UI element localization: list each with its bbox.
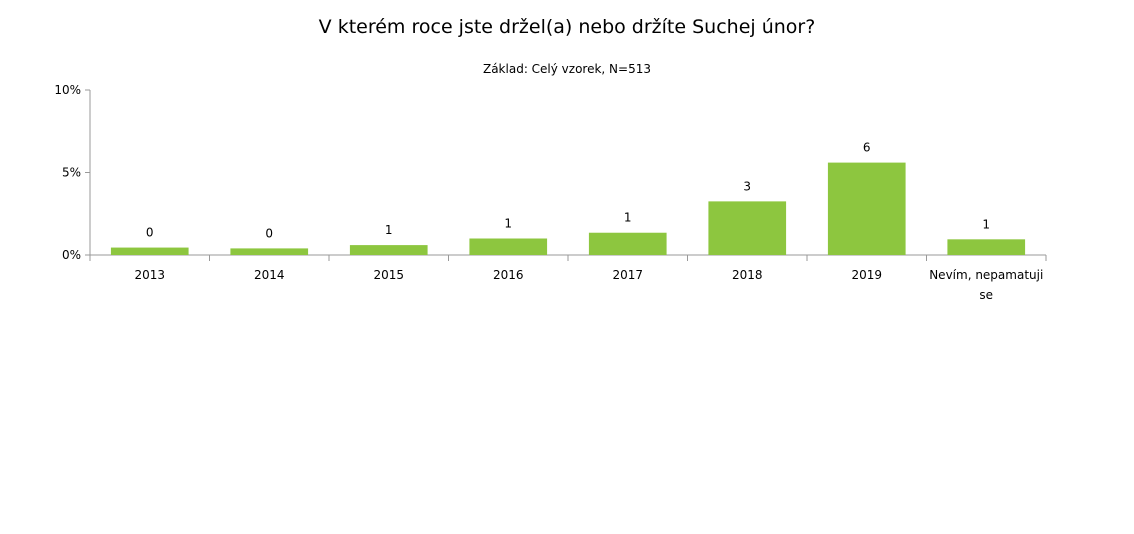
labels-group: 0% 5% 10% 0 2013 0 2014 1 2015 1 2016 1 2017 3 2018 6 20… [54,83,1043,302]
data-label: 0 [265,226,273,240]
data-label: 1 [624,211,632,225]
data-label: 0 [146,226,154,240]
x-category-label: 2019 [851,268,882,282]
bar [469,238,548,255]
chart-title: V kterém roce jste držel(a) nebo držíte … [318,16,816,38]
x-category-label: 2018 [732,268,763,282]
x-category-label: 2015 [373,268,404,282]
data-label: 3 [743,179,751,193]
bar [947,239,1026,255]
x-category-label: 2014 [254,268,285,282]
x-category-label: se [979,288,993,302]
x-category-label: 2016 [493,268,524,282]
data-label: 1 [982,217,990,231]
y-tick-label: 10% [54,83,81,97]
bar [588,232,667,255]
bar [110,247,189,255]
data-label: 1 [385,223,393,237]
data-label: 1 [504,217,512,231]
bar [349,245,428,255]
bar [827,162,906,255]
bars-group [110,162,1026,255]
chart-subtitle: Základ: Celý vzorek, N=513 [482,62,651,76]
bar [230,248,309,255]
y-tick-label: 5% [62,166,81,180]
x-category-label: Nevím, nepamatuji [929,268,1043,282]
x-category-label: 2013 [134,268,165,282]
data-label: 6 [863,141,871,155]
x-category-label: 2017 [612,268,643,282]
bar [708,201,787,255]
y-tick-label: 0% [62,248,81,262]
